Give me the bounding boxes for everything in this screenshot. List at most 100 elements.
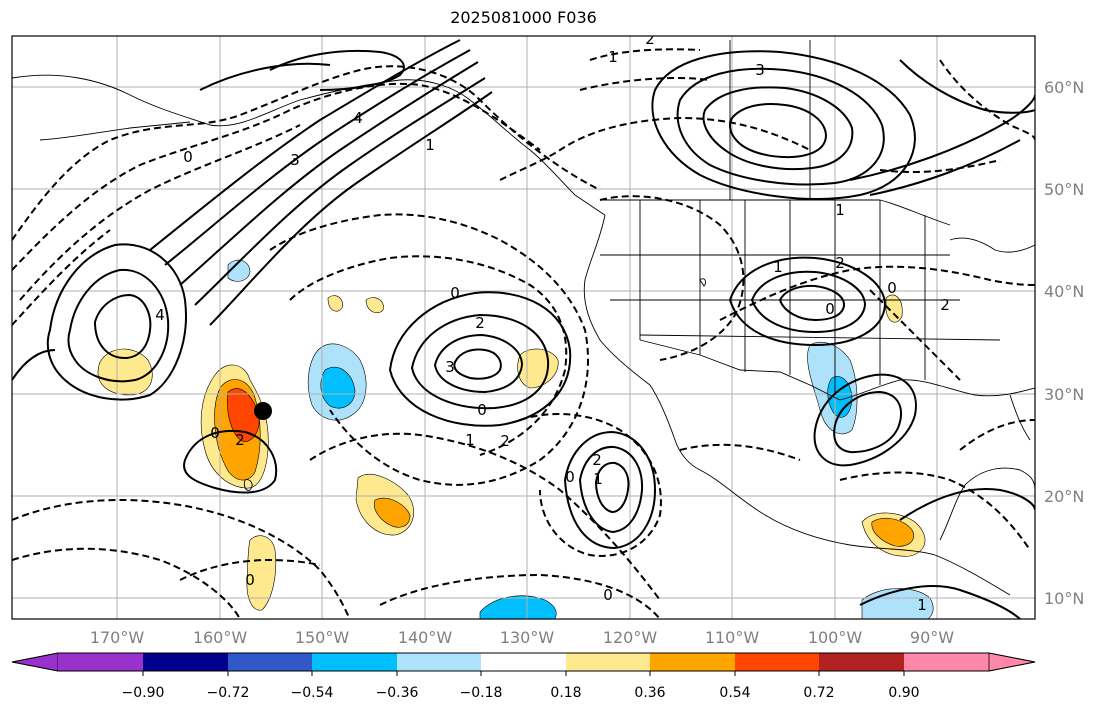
high-ne-pacific-4: [453, 348, 502, 380]
jet-3: [179, 61, 479, 286]
colorbar-segment: [650, 653, 735, 671]
lon-tick-label: 140°W: [398, 628, 453, 647]
negative-patch-small: [227, 259, 251, 282]
yucatan: [939, 467, 1035, 541]
lat-tick-label: 50°N: [1044, 180, 1084, 199]
contour-label: 0: [210, 424, 220, 442]
contour-label: 3: [290, 151, 300, 169]
jet-5: [209, 91, 493, 326]
caribbean: [859, 584, 1021, 619]
positive-patch-small-a: [327, 295, 343, 312]
jet-1: [149, 39, 461, 251]
map-panel: 1 2 3 4 0 1 2 3 4 0 1 2 0 2 1 0 2 1 0 1 …: [12, 30, 1035, 619]
plot-title: 2025081000 F036: [450, 8, 597, 27]
positive-patch-small-c: [885, 294, 903, 323]
high-west-2: [67, 268, 170, 383]
colorbar-label: −0.18: [460, 685, 503, 701]
contour-label: 2: [645, 30, 655, 48]
contour-label: 1: [593, 470, 603, 488]
contour-labels: 1 2 3 4 0 1 2 3 4 0 1 2 0 2 1 0 2 1 0 1 …: [155, 30, 950, 614]
high-south-3: [594, 461, 630, 514]
colorbar-label: −0.36: [376, 685, 419, 701]
jet-2: [164, 49, 471, 266]
high-us-1: [728, 256, 887, 347]
high-west-3: [93, 293, 152, 360]
contour-label: 2: [235, 431, 245, 449]
lat-tick-label: 30°N: [1044, 385, 1084, 404]
positive-patch-hawaii-inner: [227, 388, 260, 443]
colorbar-label: −0.72: [207, 685, 250, 701]
colorbar-segment: [58, 653, 143, 671]
mex-contour: [899, 488, 1035, 521]
lat-tick-label: 60°N: [1044, 78, 1084, 97]
colorbar-label: −0.90: [122, 685, 165, 701]
mexico-west-coast: [699, 469, 1011, 596]
contour-label: 0: [887, 279, 897, 297]
high-south-1: [563, 430, 657, 550]
contour-label: 2: [500, 432, 510, 450]
high-ne-pacific-3: [433, 333, 524, 394]
contour-label: 1: [773, 258, 783, 276]
positive-patch-west: [97, 348, 153, 396]
hawaii-island: [243, 479, 253, 491]
alaska-coast: [12, 74, 606, 216]
contour-label: 0: [477, 401, 487, 419]
lon-tick-label: 110°W: [705, 628, 760, 647]
lat-tick-labels: 60°N 50°N 40°N 30°N 20°N 10°N: [1044, 78, 1084, 608]
colorbar-label: −0.54: [291, 685, 334, 701]
us-west-coast: [583, 214, 651, 386]
colorbar-segment: [397, 653, 481, 671]
negative-patch-mid-inner: [320, 366, 356, 409]
positive-patch-lowsouth: [246, 535, 277, 611]
nw-high-2: [199, 62, 331, 91]
colorbar-segment: [143, 653, 228, 671]
contour-label: 2: [835, 254, 845, 272]
lon-tick-label: 150°W: [295, 628, 350, 647]
high-west-1: [46, 243, 187, 401]
contour-label: 0: [565, 468, 575, 486]
lon-tick-labels: 170°W 160°W 150°W 140°W 130°W 120°W 110°…: [90, 628, 954, 647]
contour-label: 3: [755, 61, 765, 79]
colorbar-segment: [819, 653, 904, 671]
colorbar-label: 0.18: [550, 685, 581, 701]
contour-label: 1: [835, 201, 845, 219]
colorbar-segment: [312, 653, 397, 671]
baja: [649, 384, 701, 471]
high-south-2: [578, 445, 644, 534]
contour-label: 1: [465, 431, 475, 449]
positive-patch-gulf-inner: [871, 518, 915, 547]
lon-tick-label: 90°W: [910, 628, 954, 647]
contour-label: 3: [445, 358, 455, 376]
colorbar-segment: [566, 653, 650, 671]
ne-us-band: [849, 94, 1035, 181]
colorbar-segment: [11, 652, 59, 672]
map-frame: [11, 35, 1036, 620]
us-mexico-border: [639, 339, 841, 401]
colorbar-label: 0.90: [888, 685, 919, 701]
lon-tick-label: 130°W: [500, 628, 555, 647]
gulf-coast: [839, 379, 1035, 401]
high-ne-pacific-2: [410, 313, 550, 410]
colorbar: −0.90 −0.72 −0.54 −0.36 −0.18 0.18 0.36 …: [11, 652, 1036, 701]
high-canada-3: [702, 86, 854, 171]
coastlines: [12, 40, 1035, 596]
high-canada-1: [651, 50, 916, 200]
contour-label: 4: [353, 109, 363, 127]
colorbar-segment: [735, 653, 819, 671]
lat-tick-label: 20°N: [1044, 487, 1084, 506]
lon-tick-label: 120°W: [603, 628, 658, 647]
positive-patch-south-inner: [373, 497, 411, 528]
negative-patch-bottom: [479, 595, 557, 619]
colorbar-label: 0.36: [634, 685, 665, 701]
solid-contours: [12, 39, 1035, 619]
far-west-1: [12, 349, 56, 381]
contour-label: 0: [245, 571, 255, 589]
contour-label: 0: [183, 148, 193, 166]
contour-label: 2: [592, 451, 602, 469]
contour-label: 2: [475, 314, 485, 332]
contour-label: 4: [155, 306, 165, 324]
revillagigedo: [699, 278, 707, 287]
lon-tick-label: 170°W: [90, 628, 145, 647]
jet-4: [194, 77, 486, 306]
